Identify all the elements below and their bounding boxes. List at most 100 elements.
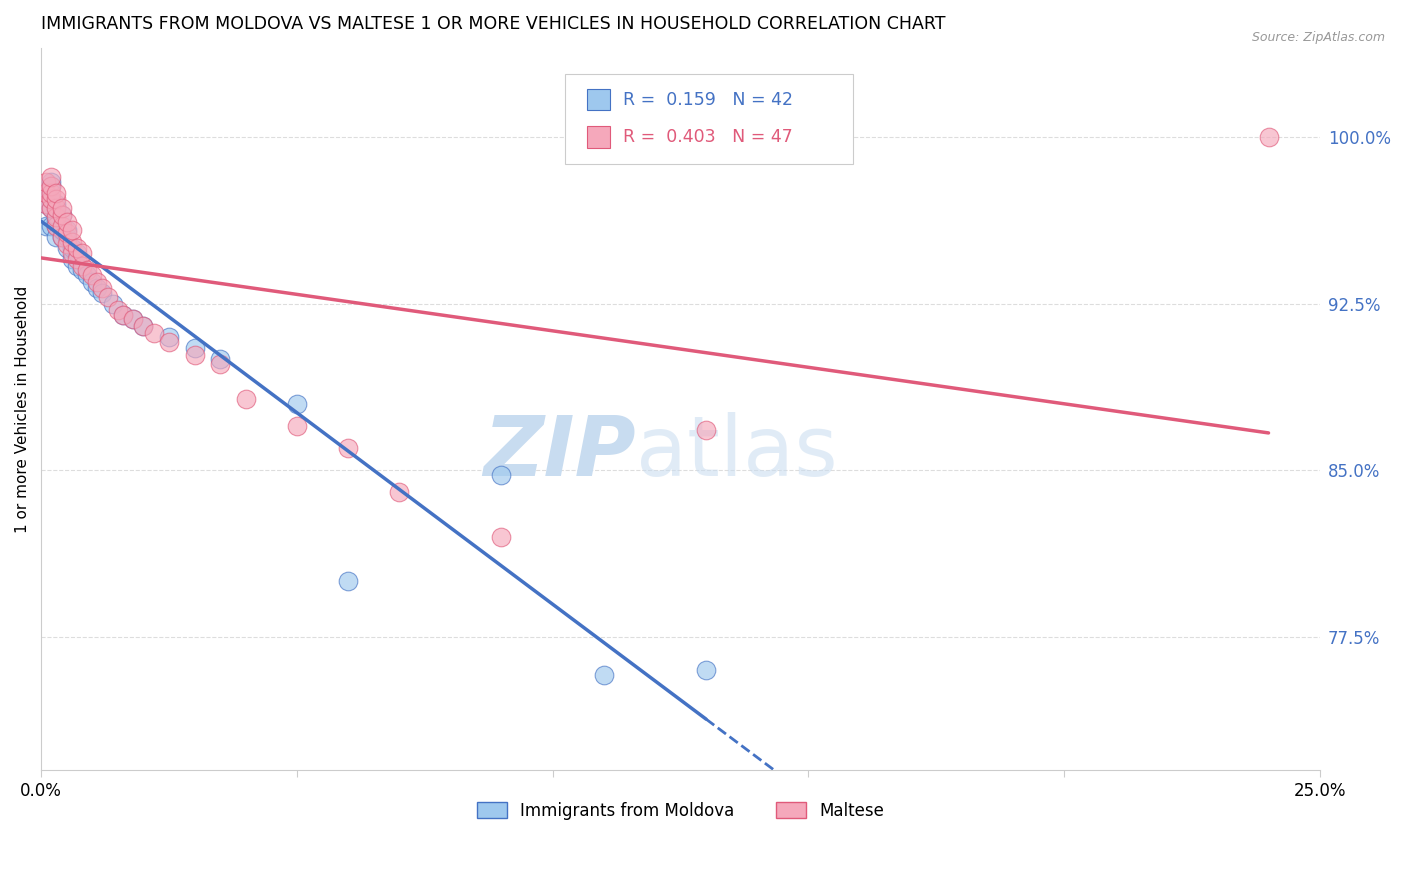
Point: [695, 663, 717, 677]
Point: [51, 202, 73, 216]
Point: [45, 193, 67, 207]
Point: [55, 223, 77, 237]
Point: [97, 290, 120, 304]
Point: [91, 281, 114, 295]
FancyBboxPatch shape: [565, 74, 853, 164]
Point: [1257, 130, 1279, 145]
Point: [183, 341, 205, 355]
Text: Source: ZipAtlas.com: Source: ZipAtlas.com: [1251, 31, 1385, 45]
Point: [45, 197, 67, 211]
Point: [132, 318, 155, 333]
Point: [55, 241, 77, 255]
Point: [209, 352, 232, 367]
Point: [66, 259, 89, 273]
Point: [60, 252, 83, 267]
Text: R =  0.403   N = 47: R = 0.403 N = 47: [623, 128, 793, 146]
Text: R =  0.159   N = 42: R = 0.159 N = 42: [623, 91, 793, 109]
Point: [285, 418, 308, 433]
Y-axis label: 1 or more Vehicles in Household: 1 or more Vehicles in Household: [15, 285, 30, 533]
Legend: Immigrants from Moldova, Maltese: Immigrants from Moldova, Maltese: [470, 796, 891, 827]
Point: [45, 202, 67, 216]
Point: [82, 268, 104, 282]
Point: [183, 348, 205, 362]
Point: [388, 485, 411, 500]
Point: [60, 241, 83, 255]
Point: [45, 219, 67, 233]
Point: [86, 275, 108, 289]
Point: [285, 397, 308, 411]
Point: [235, 392, 257, 407]
Point: [55, 226, 77, 240]
Point: [45, 230, 67, 244]
Point: [70, 259, 93, 273]
Point: [45, 186, 67, 200]
Point: [41, 186, 63, 200]
Point: [45, 219, 67, 233]
Point: [66, 245, 89, 260]
Point: [45, 210, 67, 224]
Point: [122, 312, 145, 326]
Point: [695, 423, 717, 437]
Point: [336, 574, 359, 589]
Text: ZIP: ZIP: [484, 412, 636, 493]
Point: [76, 268, 98, 282]
Point: [111, 308, 134, 322]
Point: [122, 312, 145, 326]
Point: [51, 219, 73, 233]
Point: [35, 219, 58, 233]
Point: [209, 357, 232, 371]
Point: [51, 208, 73, 222]
Point: [45, 202, 67, 216]
Point: [55, 236, 77, 251]
Point: [91, 285, 114, 300]
Point: [51, 230, 73, 244]
Point: [70, 245, 93, 260]
Point: [66, 241, 89, 255]
Point: [41, 193, 63, 207]
Point: [70, 263, 93, 277]
Point: [55, 230, 77, 244]
Point: [51, 208, 73, 222]
Point: [41, 179, 63, 194]
Point: [51, 230, 73, 244]
Point: [41, 202, 63, 216]
Point: [45, 214, 67, 228]
Point: [86, 281, 108, 295]
Point: [491, 467, 513, 482]
Point: [41, 170, 63, 185]
Point: [41, 202, 63, 216]
Point: [55, 214, 77, 228]
Point: [41, 219, 63, 233]
Text: IMMIGRANTS FROM MOLDOVA VS MALTESE 1 OR MORE VEHICLES IN HOUSEHOLD CORRELATION C: IMMIGRANTS FROM MOLDOVA VS MALTESE 1 OR …: [41, 15, 946, 33]
Point: [60, 223, 83, 237]
Point: [142, 326, 165, 340]
Point: [45, 208, 67, 222]
Point: [35, 197, 58, 211]
Point: [101, 297, 124, 311]
Point: [491, 530, 513, 544]
Point: [76, 263, 98, 277]
Point: [51, 219, 73, 233]
Point: [107, 303, 129, 318]
Point: [60, 245, 83, 260]
Point: [35, 186, 58, 200]
Point: [132, 318, 155, 333]
Point: [60, 235, 83, 249]
Point: [35, 186, 58, 200]
Point: [41, 179, 63, 194]
Point: [592, 667, 614, 681]
Point: [111, 308, 134, 322]
Point: [41, 193, 63, 207]
Point: [41, 175, 63, 189]
Text: atlas: atlas: [636, 412, 838, 493]
Point: [336, 441, 359, 455]
FancyBboxPatch shape: [588, 126, 610, 148]
Point: [51, 223, 73, 237]
Point: [157, 334, 180, 349]
Point: [82, 275, 104, 289]
Point: [35, 175, 58, 189]
Point: [35, 197, 58, 211]
Point: [66, 252, 89, 267]
Point: [157, 330, 180, 344]
FancyBboxPatch shape: [588, 89, 610, 111]
